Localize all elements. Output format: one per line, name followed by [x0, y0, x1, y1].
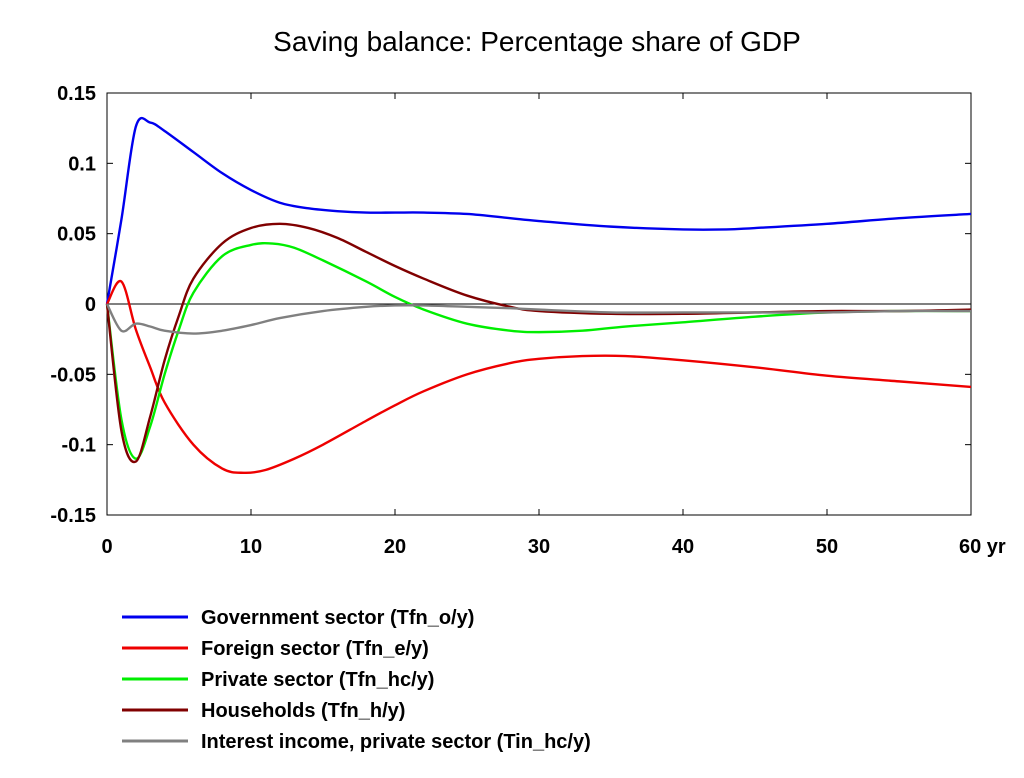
- legend-label: Foreign sector (Tfn_e/y): [201, 638, 429, 660]
- legend: Government sector (Tfn_o/y) Foreign secto…: [122, 607, 591, 753]
- x-axis: 0 10 20 30 40 50 60 yr: [101, 93, 1006, 558]
- chart-title: Saving balance: Percentage share of GDP: [273, 26, 801, 57]
- x-tick-label: 0: [101, 536, 112, 558]
- government-sector-line: [105, 116, 972, 305]
- x-tick-label: 60 yr: [959, 536, 1006, 558]
- legend-label: Interest income, private sector (Tin_hc/…: [201, 731, 591, 753]
- y-tick-label: -0.05: [50, 364, 96, 386]
- y-axis: 0.15 0.1 0.05 0 -0.05 -0.1 -0.15: [50, 83, 971, 527]
- y-tick-label: -0.1: [62, 435, 96, 457]
- x-tick-label: 50: [816, 536, 838, 558]
- y-tick-label: 0.15: [57, 83, 96, 105]
- interest-income-line: [105, 303, 972, 335]
- foreign-sector-line: [105, 279, 972, 475]
- x-tick-label: 40: [672, 536, 694, 558]
- legend-label: Private sector (Tfn_hc/y): [201, 669, 434, 691]
- y-tick-label: 0: [85, 294, 96, 316]
- x-tick-label: 20: [384, 536, 406, 558]
- legend-label: Households (Tfn_h/y): [201, 700, 405, 722]
- x-tick-label: 30: [528, 536, 550, 558]
- legend-label: Government sector (Tfn_o/y): [201, 607, 474, 629]
- y-tick-label: -0.15: [50, 505, 96, 527]
- series-lines: [105, 116, 972, 475]
- x-tick-label: 10: [240, 536, 262, 558]
- households-line: [105, 222, 972, 464]
- y-tick-label: 0.05: [57, 224, 96, 246]
- private-sector-line: [105, 241, 972, 460]
- y-tick-label: 0.1: [68, 153, 96, 175]
